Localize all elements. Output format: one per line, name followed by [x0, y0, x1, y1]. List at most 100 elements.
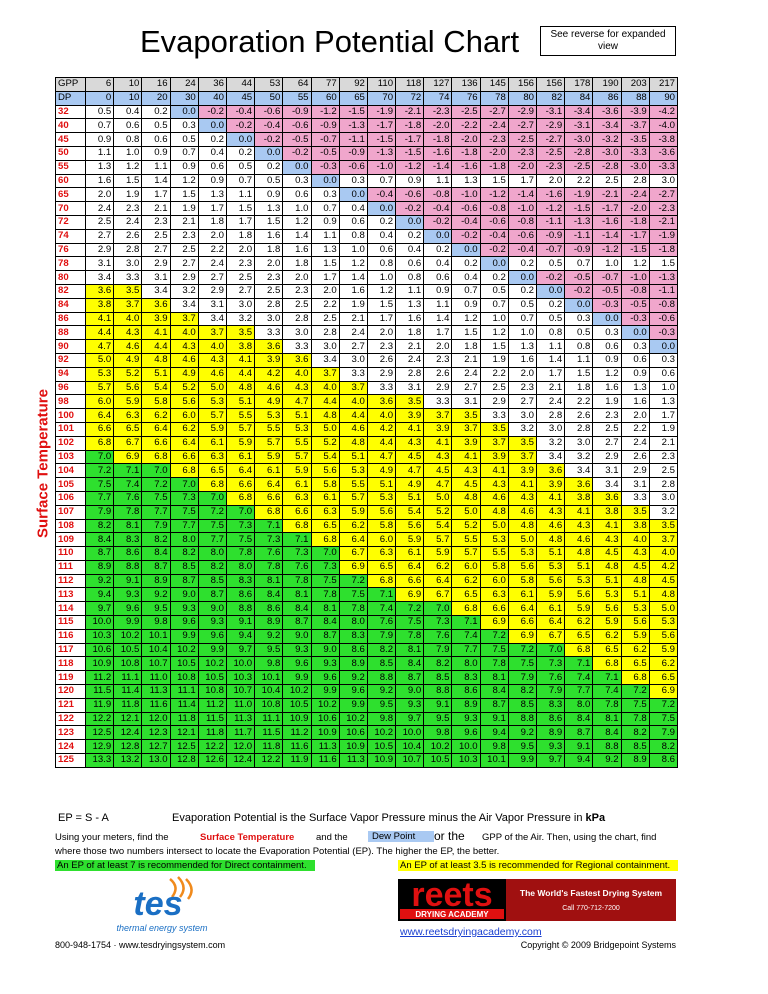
- ep-cell: 6.5: [366, 559, 397, 575]
- instr-c: and the: [316, 832, 348, 843]
- ep-cell: 2.8: [535, 408, 566, 423]
- ep-cell: 5.8: [310, 477, 340, 492]
- ep-cell: 11.3: [338, 753, 368, 768]
- ep-cell: 2.4: [620, 435, 650, 451]
- ep-cell: 12.8: [113, 739, 143, 755]
- gpp-cell: 6: [84, 77, 115, 92]
- ep-cell: 2.5: [225, 270, 256, 285]
- ep-cell: -0.5: [592, 283, 622, 299]
- ep-cell: 0.0: [366, 201, 397, 216]
- ep-cell: 0.0: [254, 145, 284, 161]
- ep-cell: 12.0: [225, 739, 256, 755]
- ep-cell: 0.3: [310, 187, 340, 203]
- ep-cell: 4.8: [451, 490, 481, 506]
- ep-cell: 10.4: [395, 739, 425, 755]
- ep-cell: 0.6: [282, 187, 312, 203]
- ep-cell: -2.1: [648, 214, 679, 230]
- ep-cell: 5.7: [84, 380, 115, 396]
- ep-cell: 5.7: [254, 435, 284, 451]
- ep-cell: -2.0: [507, 159, 538, 175]
- ep-cell: 3.1: [395, 380, 425, 396]
- ep-cell: 1.4: [338, 270, 368, 285]
- surface-temp: 78: [55, 256, 86, 272]
- dp-cell: 88: [620, 90, 650, 106]
- ep-cell: 8.2: [620, 725, 650, 741]
- ep-cell: 2.4: [451, 366, 481, 382]
- ep-cell: 4.8: [225, 380, 256, 396]
- ep-cell: 2.5: [282, 297, 312, 313]
- ep-cell: 2.2: [564, 394, 594, 410]
- ep-cell: -2.7: [507, 118, 538, 134]
- ep-cell: -3.7: [620, 118, 650, 134]
- ep-cell: 6.6: [395, 573, 425, 589]
- ep-cell: 9.7: [84, 601, 115, 617]
- ep-cell: 3.3: [423, 394, 453, 410]
- ep-cell: 0.5: [169, 132, 199, 147]
- temp-row: 40 0.7 0.6 0.5 0.3 0.0 -0.2 -0.4 -0.6 -0.9 -1.3 -1.…: [55, 118, 679, 134]
- ep-cell: 0.4: [113, 104, 143, 120]
- temp-row: 113 9.4 9.3 9.2 9.0 8.7 8.6 8.4 8.1 7.8 7.5 7.1 6.9 6…: [55, 587, 679, 603]
- ep-cell: 9.6: [338, 684, 368, 699]
- ep-cell: 7.9: [507, 670, 538, 686]
- ep-cell: -1.9: [564, 187, 594, 203]
- ep-cell: 0.2: [535, 297, 566, 313]
- ep-cell: 8.7: [564, 725, 594, 741]
- ep-cell: 6.1: [395, 546, 425, 561]
- ep-cell: 7.5: [507, 656, 538, 672]
- ep-cell: 4.8: [620, 573, 650, 589]
- ep-cell: 6.6: [507, 615, 538, 630]
- ep-cell: 6.0: [479, 573, 509, 589]
- ep-cell: 10.6: [310, 711, 340, 727]
- ep-cell: 0.8: [535, 325, 566, 341]
- temp-row: 80 3.4 3.3 3.1 2.9 2.7 2.5 2.3 2.0 1.7 1.4 1.0 0.8 0.…: [55, 270, 679, 285]
- ep-cell: -1.3: [648, 270, 679, 285]
- gpp-cell: 10: [113, 77, 143, 92]
- gpp-cell: 110: [366, 77, 397, 92]
- ep-cell: 3.6: [282, 352, 312, 368]
- ep-cell: 6.2: [141, 408, 171, 423]
- instr-a: Using your meters, find the: [55, 832, 169, 843]
- ep-cell: 5.2: [423, 504, 453, 520]
- ep-cell: 5.3: [564, 573, 594, 589]
- ep-cell: 8.7: [141, 559, 171, 575]
- ep-cell: -2.0: [451, 132, 481, 147]
- ep-cell: -2.2: [451, 118, 481, 134]
- ep-cell: 6.5: [113, 421, 143, 437]
- ep-cell: 11.3: [225, 711, 256, 727]
- ep-cell: -0.6: [282, 118, 312, 134]
- ep-cell: 5.0: [648, 601, 679, 617]
- formula: EP = S - A: [58, 812, 109, 824]
- ep-cell: 8.1: [395, 642, 425, 658]
- ep-cell: -1.2: [535, 201, 566, 216]
- ep-cell: 4.1: [423, 435, 453, 451]
- surface-temp: 92: [55, 352, 86, 368]
- ep-cell: 8.6: [338, 642, 368, 658]
- ep-cell: 0.0: [592, 311, 622, 327]
- surface-temp: 74: [55, 228, 86, 244]
- ep-cell: 6.9: [648, 684, 679, 699]
- dp-cell: 45: [225, 90, 256, 106]
- ep-cell: 5.0: [197, 380, 227, 396]
- ep-cell: -3.2: [592, 132, 622, 147]
- ep-cell: 5.5: [479, 546, 509, 561]
- ep-cell: 2.9: [169, 270, 199, 285]
- ep-cell: -0.4: [254, 118, 284, 134]
- reets-link[interactable]: www.reetsdryingacademy.com: [400, 926, 542, 938]
- ep-cell: 2.9: [141, 256, 171, 272]
- ep-cell: 8.4: [282, 601, 312, 617]
- surface-temp: 120: [55, 684, 86, 699]
- ep-cell: 7.0: [423, 601, 453, 617]
- ep-cell: 6.2: [592, 628, 622, 644]
- ep-cell: 5.3: [620, 601, 650, 617]
- ep-cell: 0.3: [648, 352, 679, 368]
- ep-cell: 0.5: [254, 173, 284, 189]
- ep-cell: -0.4: [479, 228, 509, 244]
- tes-tagline: thermal energy system: [116, 923, 208, 933]
- ep-cell: 0.2: [254, 159, 284, 175]
- ep-cell: 2.0: [84, 187, 115, 203]
- temp-row: 108 8.2 8.1 7.9 7.7 7.5 7.3 7.1 6.8 6.5 6.2 5.8 5.6 5…: [55, 518, 679, 534]
- ep-cell: 5.5: [225, 408, 256, 423]
- ep-cell: 12.4: [225, 753, 256, 768]
- ep-cell: 0.7: [310, 201, 340, 216]
- ep-cell: 3.7: [338, 380, 368, 396]
